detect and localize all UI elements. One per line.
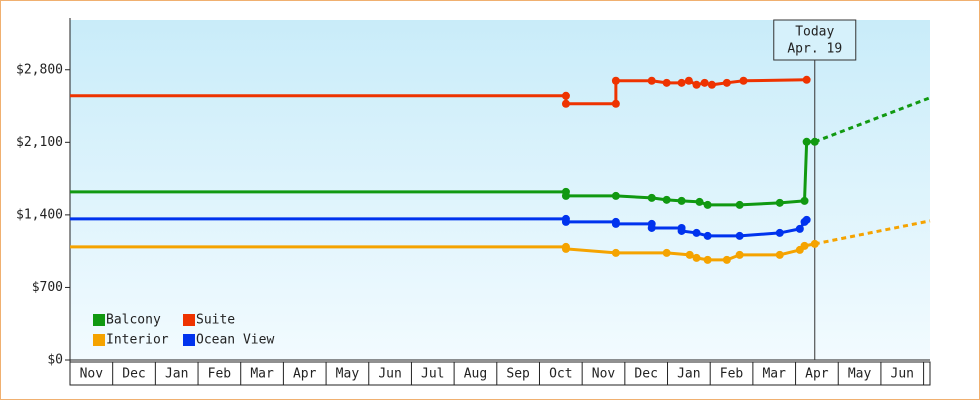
point [739,76,748,85]
x-tick-label: Oct [549,367,572,382]
x-tick-label: Mar [250,367,274,382]
point [561,217,570,226]
point [611,191,620,200]
point [647,223,656,232]
x-tick-label: Sep [506,367,530,382]
x-tick-label: Dec [634,367,657,382]
x-tick-label: Mar [762,367,786,382]
point [611,248,620,257]
point [685,250,694,259]
point [735,250,744,259]
point [662,78,671,87]
point [802,75,811,84]
x-tick-label: Nov [592,367,616,382]
y-tick-label: $700 [32,280,63,295]
point [707,80,716,89]
point [795,224,804,233]
point [722,255,731,264]
x-tick-label: Aug [464,367,487,382]
legend-swatch [93,314,105,326]
legend-label: Balcony [106,313,161,328]
point [775,198,784,207]
today-label: Today [795,25,834,40]
y-tick-label: $2,800 [16,62,63,77]
point [561,99,570,108]
point [677,226,686,235]
point [775,228,784,237]
point [810,239,819,248]
legend-label: Suite [196,313,235,328]
x-tick-label: May [336,367,360,382]
plot-area [70,20,930,360]
x-tick-label: Feb [720,367,744,382]
x-tick-label: May [848,367,872,382]
projection-line [814,219,931,246]
point [800,241,809,250]
point [703,231,712,240]
x-tick-label: Apr [805,367,829,382]
point [703,200,712,209]
point [735,200,744,209]
point [561,191,570,200]
series-line [70,140,815,207]
point [692,80,701,89]
y-tick-label: $0 [47,353,63,368]
point [695,197,704,206]
point [677,78,686,87]
point [692,253,701,262]
x-tick-label: Dec [122,367,145,382]
point [802,137,811,146]
x-tick-label: Jan [165,367,188,382]
legend-swatch [183,334,195,346]
x-tick-label: Jan [677,367,700,382]
point [802,215,811,224]
point [611,219,620,228]
point [647,76,656,85]
today-box [773,19,857,61]
legend-label: Interior [106,333,169,348]
point [611,76,620,85]
point [662,248,671,257]
point [684,76,693,85]
point [722,78,731,87]
x-tick-label: Jun [378,367,401,382]
point [611,99,620,108]
point [662,195,671,204]
today-label: Apr. 19 [787,42,842,57]
x-tick-label: Nov [80,367,104,382]
legend-swatch [93,334,105,346]
point [810,137,819,146]
point [692,228,701,237]
legend-label: Ocean View [196,333,274,348]
point [775,250,784,259]
point [647,193,656,202]
point [800,196,809,205]
y-tick-label: $2,100 [16,135,63,150]
point [703,255,712,264]
point [700,78,709,87]
x-tick-label: Jun [891,367,914,382]
point [561,244,570,253]
point [677,196,686,205]
point [735,231,744,240]
y-tick-label: $1,400 [16,207,63,222]
legend-swatch [183,314,195,326]
x-tick-label: Feb [208,367,232,382]
x-tick-label: Jul [421,367,444,382]
x-tick-label: Apr [293,367,317,382]
point [561,91,570,100]
projection-line [814,96,931,144]
x-axis-band [69,361,931,386]
